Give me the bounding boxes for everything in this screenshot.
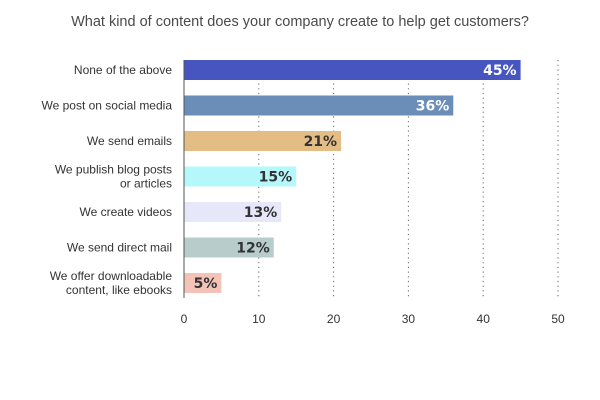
category-label-line: None of the above [74,63,172,77]
bar-value-label: 21% [304,134,338,150]
x-axis-ticks: 0 10 20 30 40 50 [181,312,565,326]
category-label: We create videos [80,205,173,219]
bar [184,166,297,187]
bar [184,60,521,80]
category-label-line: We publish blog posts [55,163,172,177]
bar-value-label: 45% [483,63,517,79]
category-label-line: or articles [120,177,172,191]
bar-value-label: 12% [236,241,270,257]
x-tick-label: 30 [402,312,416,326]
category-label: We offer downloadable content, like ebook… [50,269,173,297]
bar-value-label: 13% [244,205,278,221]
bar [184,202,282,222]
category-label-line: We create videos [80,205,173,219]
category-label-line: We post on social media [41,99,172,113]
gridlines [258,60,559,298]
category-label: We post on social media [41,99,172,113]
category-label-line: content, like ebooks [66,283,172,297]
category-label-line: We send emails [87,134,172,148]
bar [184,131,342,151]
bar [184,273,222,293]
category-label: We send direct mail [67,241,172,255]
category-label-line: We offer downloadable [50,269,173,283]
x-tick-label: 50 [551,312,565,326]
x-tick-label: 20 [327,312,341,326]
category-label: None of the above [74,63,172,77]
x-tick-label: 0 [181,312,188,326]
bar [184,95,454,116]
x-tick-label: 10 [252,312,266,326]
category-label-line: We send direct mail [67,241,172,255]
bar-value-label: 5% [194,276,218,292]
bars: 45% 36% 21% 15% 13% 12% 5% [184,60,521,293]
category-label: We publish blog posts or articles [55,163,172,191]
category-label: We send emails [87,134,172,148]
chart-title: What kind of content does your company c… [71,14,529,30]
bar-value-label: 15% [259,170,293,186]
category-labels: None of the above We post on social media… [41,63,172,297]
bar [184,237,274,258]
x-tick-label: 40 [477,312,491,326]
bar-value-label: 36% [416,99,450,115]
